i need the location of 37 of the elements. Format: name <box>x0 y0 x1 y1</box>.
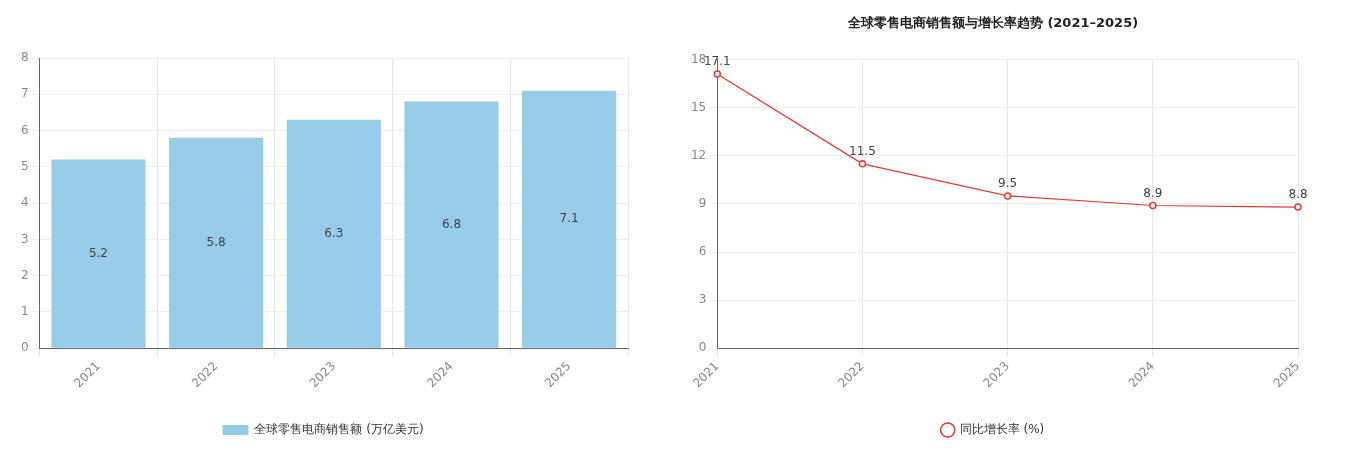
y-tick-label: 0 <box>20 340 29 355</box>
y-tick-label: 6 <box>698 244 707 259</box>
data-label: 5.2 <box>88 245 109 260</box>
y-tick-label: 2 <box>20 267 29 282</box>
bar <box>51 159 146 348</box>
y-tick-label: 12 <box>690 147 707 162</box>
bar <box>522 90 617 348</box>
y-tick-label: 5 <box>20 158 29 173</box>
point <box>713 70 722 78</box>
data-label: 7.1 <box>559 211 579 226</box>
legend-label: 同比增长率 (%) <box>959 422 1045 437</box>
y-tick-label: 7 <box>20 86 29 101</box>
y-tick-label: 6 <box>20 122 29 137</box>
data-label: 5.8 <box>206 234 226 249</box>
y-tick-label: 9 <box>698 196 707 211</box>
y-tick-label: 15 <box>690 99 707 114</box>
point <box>1003 192 1012 200</box>
bar <box>404 101 499 348</box>
chart-title: 全球零售电商销售额与增长率趋势 (2021–2025) <box>846 15 1139 31</box>
y-tick-label: 1 <box>20 304 29 319</box>
y-tick-label: 3 <box>698 292 707 307</box>
data-label: 8.8 <box>1288 187 1308 202</box>
y-tick-label: 4 <box>20 195 29 210</box>
y-tick-label: 3 <box>20 231 29 246</box>
legend-label: 全球零售电商销售额 (万亿美元) <box>254 422 424 437</box>
bar <box>286 119 381 348</box>
point <box>1294 203 1302 211</box>
bar <box>169 137 264 348</box>
data-label: 8.9 <box>1143 185 1163 200</box>
data-label: 6.3 <box>324 225 344 240</box>
data-label: 6.8 <box>441 216 462 231</box>
data-label: 9.5 <box>998 176 1018 191</box>
y-tick-label: 0 <box>698 340 707 355</box>
point <box>858 160 867 168</box>
y-tick-label: 8 <box>20 50 29 65</box>
data-label: 11.5 <box>849 143 876 158</box>
point <box>1149 201 1157 210</box>
